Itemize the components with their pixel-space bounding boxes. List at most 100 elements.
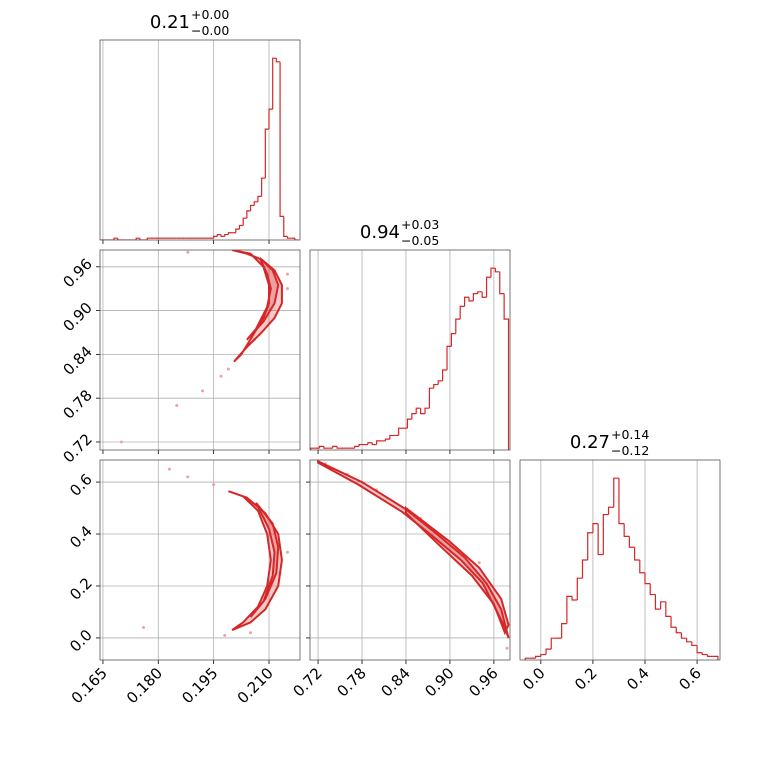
panel-frame (99, 39, 301, 241)
histogram-step (433, 383, 439, 389)
histogram-step (323, 446, 329, 449)
y-tick-label: 0.0 (66, 626, 96, 656)
histogram-step (257, 195, 262, 202)
histogram-step (597, 523, 604, 556)
histogram-step (376, 440, 382, 445)
histogram-step (135, 237, 140, 240)
histogram-step (550, 637, 557, 650)
y-tick-label: 0.84 (59, 342, 95, 378)
histogram-step (644, 572, 651, 585)
histogram-step (213, 235, 218, 239)
histogram-step (459, 305, 465, 320)
x-tick-label: 0.84 (377, 664, 413, 700)
sample-point (285, 287, 289, 291)
panel-title-upper: +0.03 (401, 217, 439, 232)
histogram-step (566, 595, 573, 624)
sample-point (142, 626, 146, 630)
histogram-step (437, 380, 443, 385)
panel-frame (99, 249, 301, 451)
plot-area (310, 267, 510, 450)
plot-area (119, 250, 289, 444)
histogram-step (602, 513, 609, 555)
panel-frame (519, 459, 721, 661)
sample-point (285, 550, 289, 554)
histogram-step (455, 318, 461, 334)
histogram-step (224, 233, 229, 237)
histogram-step (576, 577, 583, 600)
contour-line (246, 257, 280, 341)
histogram-step (238, 224, 244, 230)
histogram-step (332, 445, 338, 449)
x-tick-label: 0.6 (675, 664, 705, 694)
histogram-step (649, 583, 656, 596)
x-tick-label: 0.78 (333, 664, 369, 700)
x-tick-label: 0.195 (178, 664, 221, 707)
sample-point (175, 403, 179, 407)
x-tick-label: 0.180 (123, 664, 166, 707)
sample-point (223, 633, 227, 637)
histogram-step (415, 407, 421, 414)
histogram-step (389, 434, 395, 440)
histogram-step (670, 616, 677, 628)
sample-point (167, 467, 171, 471)
histogram-step (264, 128, 270, 179)
histogram-step (665, 601, 672, 617)
histogram-step (587, 532, 593, 560)
histogram-step (442, 369, 447, 381)
panel-title-upper: +0.14 (611, 427, 649, 442)
y-tick-label: 0.96 (59, 255, 95, 291)
histogram-step (367, 442, 373, 445)
sample-point (477, 561, 481, 565)
histogram-step (623, 523, 630, 537)
histogram-step (261, 177, 266, 197)
sample-point (505, 646, 509, 650)
histogram-step (545, 648, 552, 655)
histogram-step (607, 506, 614, 515)
histogram-step (294, 238, 299, 240)
contour-line (249, 502, 280, 618)
histogram-step (561, 623, 567, 639)
x-tick-label: 0.165 (68, 664, 111, 707)
histogram-step (712, 655, 719, 660)
x-tick-label: 0.2 (571, 664, 601, 694)
panel-title-lower: −0.05 (401, 233, 439, 248)
histogram-step (701, 652, 708, 656)
histogram-step (216, 233, 222, 237)
histogram-step (485, 276, 491, 298)
histogram-step (540, 653, 547, 657)
plot-area (100, 57, 299, 240)
y-tick-label: 0.2 (66, 574, 96, 604)
sample-point (212, 483, 216, 487)
x-tick-label: 0.210 (234, 664, 277, 707)
contour-line (317, 460, 510, 639)
histogram-step (686, 638, 692, 643)
sample-point (219, 374, 223, 378)
histogram-step (139, 238, 144, 240)
histogram-step (113, 237, 118, 240)
histogram-step (428, 387, 434, 409)
histogram-step (272, 57, 277, 110)
x-tick-label: 0.96 (465, 664, 501, 700)
histogram-step (242, 217, 247, 226)
x-tick-label: 0.90 (421, 664, 457, 700)
histogram-step (592, 523, 599, 533)
histogram-step (613, 477, 619, 508)
histogram-step (235, 228, 240, 233)
contour-line (231, 250, 283, 363)
sample-point (119, 440, 123, 444)
histogram-step (691, 641, 698, 647)
panel-title: 0.94 (360, 222, 400, 243)
sample-point (186, 475, 190, 479)
panel-title-upper: +0.00 (191, 7, 229, 22)
histogram-step (253, 201, 258, 206)
histogram-step (696, 645, 703, 654)
histogram-step (283, 216, 288, 237)
histogram-step (618, 478, 625, 525)
histogram-step (275, 58, 281, 63)
x-tick-label: 0.72 (290, 664, 326, 700)
histogram-step (384, 438, 390, 441)
histogram-step (286, 236, 292, 239)
y-tick-label: 0.4 (66, 522, 96, 552)
